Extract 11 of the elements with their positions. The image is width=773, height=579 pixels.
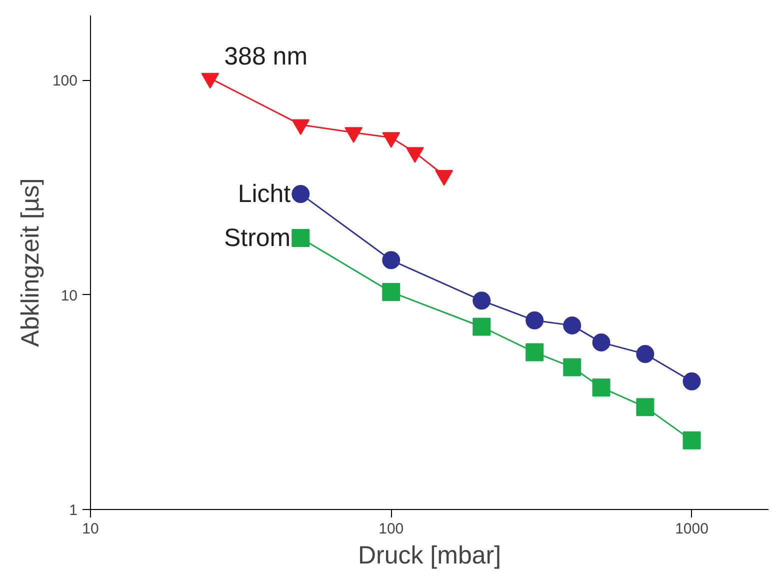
series-label: Licht — [238, 180, 291, 208]
y-axis-title: Abklingzeit [µs] — [16, 178, 44, 347]
x-axis-title: Druck [mbar] — [358, 542, 502, 570]
x-tick-label: 100 — [378, 520, 404, 538]
x-tick-label: 1000 — [675, 520, 708, 538]
y-tick-label: 100 — [52, 72, 78, 90]
x-tick-label: 10 — [82, 520, 99, 538]
y-tick-label: 10 — [60, 287, 78, 304]
y-tick-label: 1 — [69, 502, 78, 519]
series-label: Strom — [224, 224, 291, 252]
series-label: 388 nm — [224, 42, 308, 70]
